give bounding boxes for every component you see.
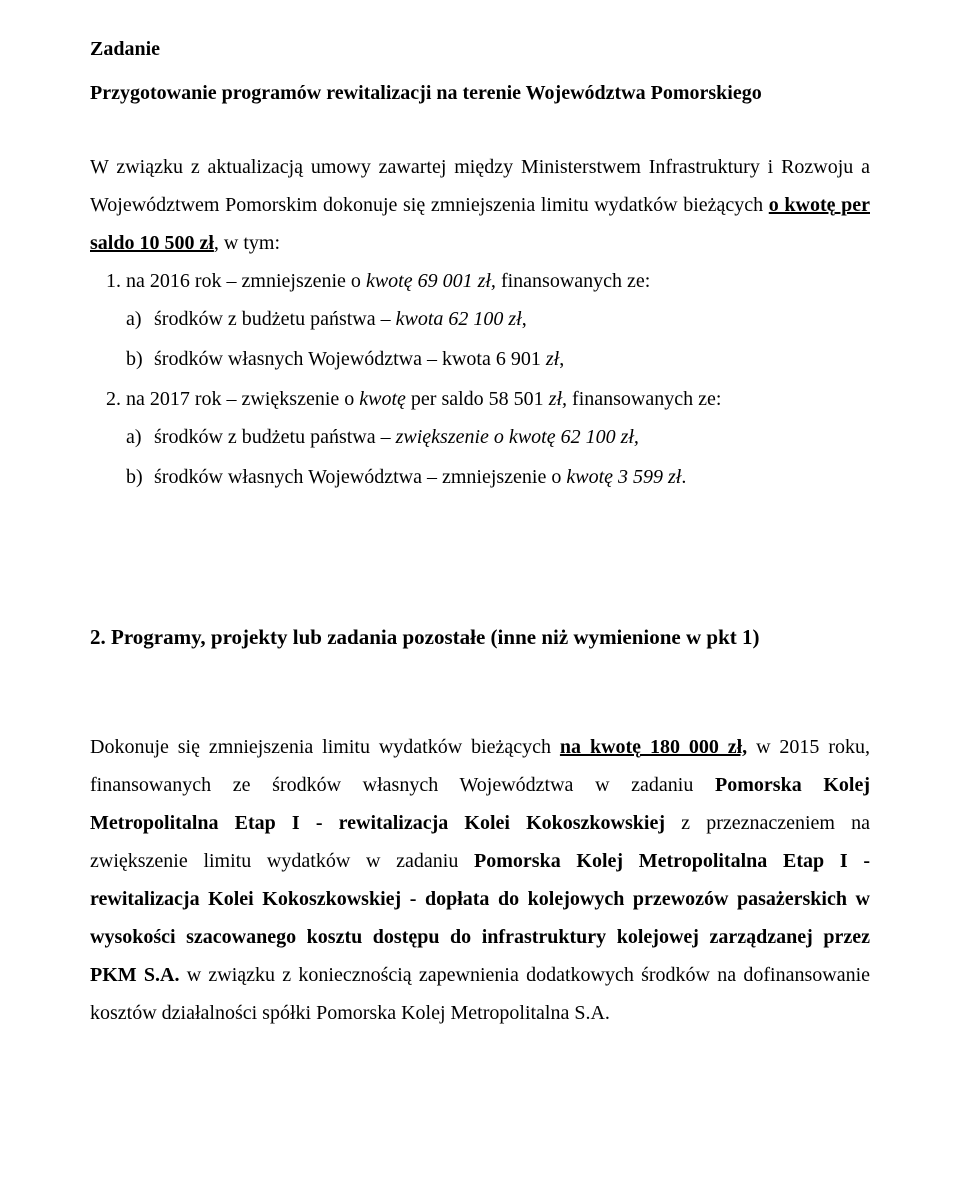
main-list: na 2016 rok – zmniejszenie o kwotę 69 00… (90, 262, 870, 496)
s2-u1: na kwotę 180 000 zł, (560, 736, 747, 758)
s2-p1: Dokonuje się zmniejszenia limitu wydatkó… (90, 736, 560, 758)
sub-1a-post: , (522, 308, 527, 330)
li2-post: finansowanych ze: (567, 388, 721, 410)
sub-1b-italic: zł (546, 348, 559, 370)
sublist-2: środków z budżetu państwa – zwiększenie … (126, 418, 870, 496)
sub-2a-pre: środków z budżetu państwa – (154, 426, 396, 448)
sub-2a-italic: zwiększenie o kwotę 62 100 zł, (396, 426, 639, 448)
list-item-2: na 2017 rok – zwiększenie o kwotę per sa… (126, 380, 870, 496)
li1-post: finansowanych ze: (496, 270, 650, 292)
li1-pre: na 2016 rok – zmniejszenie o (126, 270, 366, 292)
intro-pre: W związku z aktualizacją umowy zawartej … (90, 156, 870, 216)
zadanie-label: Zadanie (90, 30, 870, 68)
sublist-1: środków z budżetu państwa – kwota 62 100… (126, 300, 870, 378)
zadanie-title: Przygotowanie programów rewitalizacji na… (90, 74, 870, 112)
sub-2b-pre: środków własnych Województwa – zmniejsze… (154, 466, 566, 488)
s2-p4: w związku z koniecznością zapewnienia do… (90, 964, 870, 1024)
li2-italic2: zł, (549, 388, 567, 410)
sub-1a-pre: środków z budżetu państwa – (154, 308, 396, 330)
sub-2b-post: . (681, 466, 686, 488)
sub-1b: środków własnych Województwa – kwota 6 9… (154, 340, 870, 378)
intro-paragraph: W związku z aktualizacją umowy zawartej … (90, 148, 870, 262)
li1-italic: kwotę 69 001 zł, (366, 270, 496, 292)
sub-1a-italic: kwota 62 100 zł (396, 308, 522, 330)
li2-pre: na 2017 rok – zwiększenie o (126, 388, 359, 410)
sub-2b: środków własnych Województwa – zmniejsze… (154, 458, 870, 496)
list-item-1: na 2016 rok – zmniejszenie o kwotę 69 00… (126, 262, 870, 378)
sub-1b-pre: środków własnych Województwa – kwota 6 9… (154, 348, 546, 370)
li2-italic: kwotę (359, 388, 406, 410)
section2-paragraph: Dokonuje się zmniejszenia limitu wydatkó… (90, 728, 870, 1032)
intro-post: , w tym: (214, 232, 280, 254)
sub-1b-post: , (559, 348, 564, 370)
li2-mid: per saldo 58 501 (406, 388, 549, 410)
sub-2b-italic: kwotę 3 599 zł (566, 466, 681, 488)
sub-2a: środków z budżetu państwa – zwiększenie … (154, 418, 870, 456)
sub-1a: środków z budżetu państwa – kwota 62 100… (154, 300, 870, 338)
section2-heading: 2. Programy, projekty lub zadania pozost… (90, 618, 870, 658)
